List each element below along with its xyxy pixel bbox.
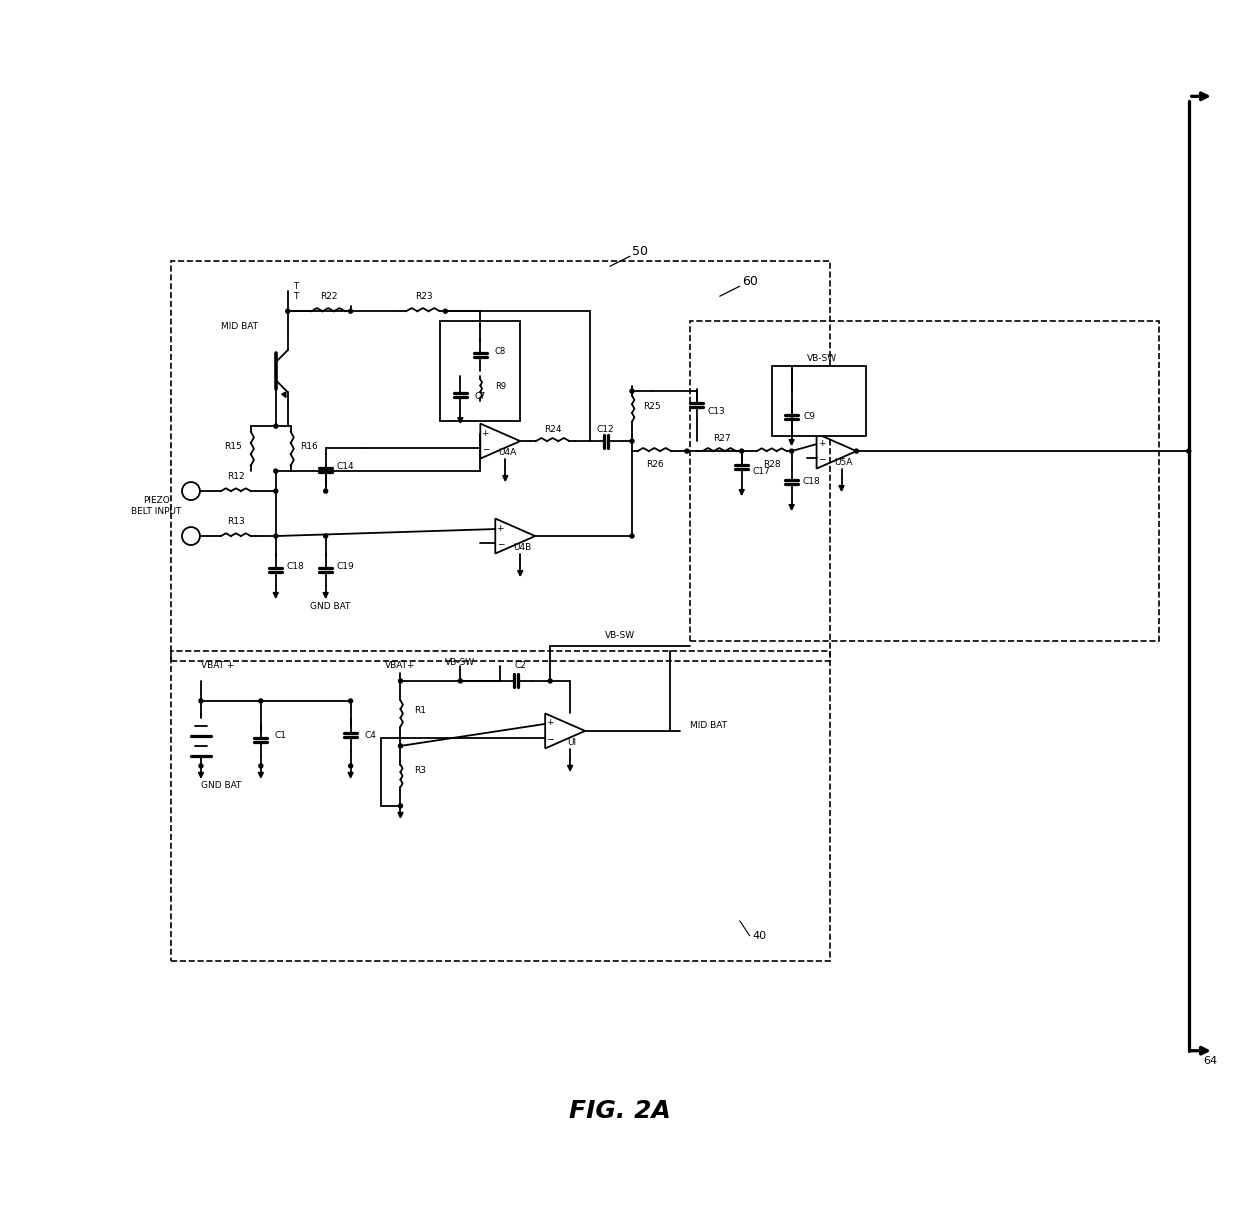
Text: VB-SW: VB-SW	[445, 659, 475, 667]
Text: C9: C9	[804, 412, 816, 420]
Text: R26: R26	[646, 459, 663, 468]
Circle shape	[274, 424, 278, 428]
Text: C7: C7	[475, 391, 486, 401]
Circle shape	[324, 534, 327, 538]
Text: VBAT +: VBAT +	[201, 661, 234, 671]
Text: C2: C2	[515, 661, 526, 671]
Circle shape	[459, 679, 463, 683]
Circle shape	[1187, 450, 1190, 453]
Text: 50: 50	[632, 244, 649, 258]
Text: GND BAT: GND BAT	[201, 781, 242, 791]
Text: R3: R3	[414, 766, 427, 776]
Bar	[689, 321, 1159, 642]
Text: C1: C1	[275, 732, 286, 741]
Text: +: +	[547, 719, 554, 727]
Circle shape	[259, 764, 263, 767]
Circle shape	[548, 679, 552, 683]
Text: 60: 60	[742, 275, 758, 287]
Text: C18: C18	[286, 562, 305, 571]
Circle shape	[398, 804, 403, 808]
Bar	[771, 367, 867, 436]
Text: +: +	[496, 523, 503, 533]
Text: +: +	[818, 439, 826, 447]
Text: C8: C8	[495, 347, 506, 356]
Text: MID BAT: MID BAT	[689, 721, 727, 731]
Text: −: −	[547, 734, 554, 743]
Text: R27: R27	[713, 434, 730, 442]
Circle shape	[259, 699, 263, 703]
Circle shape	[630, 439, 634, 444]
Text: VBAT+: VBAT+	[386, 661, 415, 671]
Text: VB-SW: VB-SW	[806, 353, 837, 363]
Text: R28: R28	[763, 459, 780, 468]
Text: U5A: U5A	[835, 458, 853, 467]
Text: R25: R25	[644, 402, 661, 411]
Circle shape	[444, 309, 448, 313]
Text: 40: 40	[753, 931, 766, 941]
Circle shape	[684, 450, 689, 453]
Circle shape	[198, 699, 203, 703]
Text: UI: UI	[568, 738, 577, 747]
Circle shape	[398, 679, 403, 683]
Text: C17: C17	[753, 467, 770, 475]
Text: −: −	[496, 540, 503, 549]
Text: 64: 64	[1204, 1056, 1218, 1066]
Text: +: +	[481, 429, 489, 437]
Text: C12: C12	[596, 424, 614, 434]
Circle shape	[630, 534, 634, 538]
Text: U4A: U4A	[498, 447, 516, 457]
Text: U4B: U4B	[513, 543, 532, 552]
Text: T: T	[293, 282, 299, 291]
Text: C14: C14	[337, 462, 355, 470]
Text: R9: R9	[495, 381, 506, 391]
Text: PIEZO
BELT INPUT: PIEZO BELT INPUT	[131, 496, 181, 516]
Text: VB-SW: VB-SW	[605, 632, 635, 640]
Circle shape	[630, 389, 634, 393]
Text: C19: C19	[337, 562, 355, 571]
Text: R16: R16	[300, 441, 317, 451]
Text: MID BAT: MID BAT	[221, 321, 258, 331]
Text: R22: R22	[320, 292, 337, 301]
Circle shape	[740, 450, 744, 453]
Text: R1: R1	[414, 706, 427, 715]
Circle shape	[324, 489, 327, 492]
Bar	[171, 651, 830, 960]
Text: R24: R24	[544, 424, 562, 434]
Circle shape	[198, 764, 203, 767]
Text: R23: R23	[414, 292, 433, 301]
Text: C4: C4	[365, 732, 377, 741]
Text: GND BAT: GND BAT	[310, 601, 351, 611]
Circle shape	[274, 469, 278, 473]
Circle shape	[790, 450, 794, 453]
Circle shape	[285, 309, 290, 313]
Text: T: T	[293, 292, 299, 301]
Circle shape	[274, 534, 278, 538]
Text: −: −	[481, 445, 489, 453]
Text: R15: R15	[224, 441, 242, 451]
Text: FIG. 2A: FIG. 2A	[569, 1099, 671, 1123]
Text: R12: R12	[227, 472, 244, 480]
Circle shape	[274, 489, 278, 492]
Circle shape	[398, 744, 403, 748]
Text: R13: R13	[227, 517, 244, 525]
Circle shape	[348, 309, 352, 313]
Text: C18: C18	[802, 477, 821, 485]
Text: C13: C13	[708, 407, 725, 415]
Circle shape	[348, 764, 352, 767]
Circle shape	[348, 699, 352, 703]
Circle shape	[854, 450, 858, 453]
Bar	[171, 262, 830, 661]
Text: −: −	[818, 455, 826, 463]
Bar	[440, 321, 521, 422]
